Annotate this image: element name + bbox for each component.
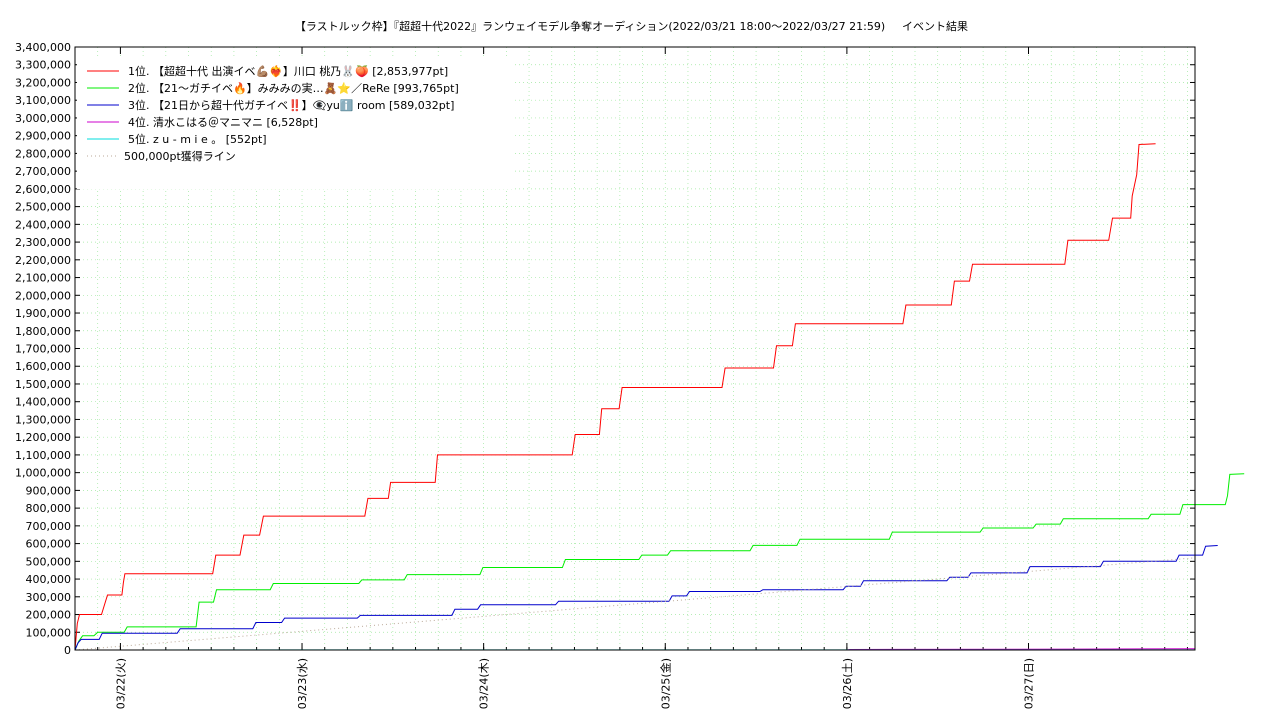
- y-tick-label: 3,100,000: [15, 94, 71, 107]
- y-tick-label: 2,000,000: [15, 289, 71, 302]
- legend-background: [77, 57, 515, 189]
- series-line-3: [74, 545, 1218, 651]
- series-line-6: [74, 557, 1196, 651]
- y-tick-label: 3,400,000: [15, 41, 71, 54]
- y-tick-label: 2,800,000: [15, 147, 71, 160]
- y-tick-label: 1,500,000: [15, 378, 71, 391]
- x-tick-label: 03/27(日): [1023, 658, 1036, 709]
- y-tick-label: 2,300,000: [15, 236, 71, 249]
- y-tick-label: 1,700,000: [15, 343, 71, 356]
- x-tick-label: 03/26(土): [841, 658, 854, 709]
- y-tick-label: 500,000: [26, 555, 72, 568]
- plot-frame: [74, 46, 1196, 651]
- y-tick-label: 2,400,000: [15, 218, 71, 231]
- y-tick-label: 1,000,000: [15, 467, 71, 480]
- series-line-2: [74, 473, 1245, 651]
- y-tick-label: 2,600,000: [15, 183, 71, 196]
- y-tick-label: 1,800,000: [15, 325, 71, 338]
- y-tick-label: 0: [64, 644, 71, 657]
- y-tick-label: 2,900,000: [15, 130, 71, 143]
- y-tick-label: 3,000,000: [15, 112, 71, 125]
- series-lines: [74, 143, 1245, 651]
- y-tick-label: 3,300,000: [15, 59, 71, 72]
- x-tick-label: 03/23(水): [296, 658, 309, 709]
- y-tick-label: 1,300,000: [15, 413, 71, 426]
- y-tick-label: 2,500,000: [15, 201, 71, 214]
- y-tick-label: 2,100,000: [15, 272, 71, 285]
- y-tick-label: 100,000: [26, 626, 72, 639]
- y-tick-label: 3,200,000: [15, 76, 71, 89]
- y-tick-label: 600,000: [26, 538, 72, 551]
- legend-label-3: 3位. 【21日から超十代ガチイベ‼️】👁‍🗨yuℹ️ room [589,03…: [128, 98, 454, 112]
- legend-label-4: 4位. 清水こはる＠マニマニ [6,528pt]: [128, 115, 318, 129]
- legend-label-5: 5位. z u - m i e 。 [552pt]: [128, 132, 267, 146]
- y-tick-label: 1,900,000: [15, 307, 71, 320]
- y-tick-label: 900,000: [26, 484, 72, 497]
- y-tick-label: 800,000: [26, 502, 72, 515]
- y-tick-label: 1,100,000: [15, 449, 71, 462]
- y-tick-label: 1,200,000: [15, 431, 71, 444]
- y-tick-label: 2,200,000: [15, 254, 71, 267]
- x-tick-label: 03/25(金): [658, 658, 672, 709]
- x-tick-label: 03/24(木): [478, 658, 491, 709]
- y-tick-label: 300,000: [26, 591, 72, 604]
- series-line-1: [74, 143, 1156, 651]
- y-tick-label: 200,000: [26, 609, 72, 622]
- y-tick-label: 1,600,000: [15, 360, 71, 373]
- y-tick-label: 700,000: [26, 520, 72, 533]
- y-axis-ticks: 0 100,000 200,000 300,000 400,000 500,000 600,…: [15, 41, 1195, 657]
- legend-label-2: 2位. 【21〜ガチイベ🔥】みみみの実…🧸⭐／ReRe [993,765pt]: [128, 81, 459, 95]
- chart-subtitle: イベント結果: [902, 19, 968, 33]
- legend: 1位. 【超超十代 出演イベ💪🏽❤️‍🔥】川口 桃乃🐰🍑 [2,853,977p…: [77, 57, 515, 189]
- y-tick-label: 2,700,000: [15, 165, 71, 178]
- y-tick-label: 1,400,000: [15, 396, 71, 409]
- chart-title: 【ラストルック枠】『超超十代2022』ランウェイモデル争奪オーディション(202…: [295, 19, 885, 33]
- x-tick-label: 03/22(火): [114, 658, 127, 709]
- y-tick-label: 400,000: [26, 573, 72, 586]
- legend-label-1: 1位. 【超超十代 出演イベ💪🏽❤️‍🔥】川口 桃乃🐰🍑 [2,853,977p…: [128, 64, 448, 78]
- x-axis-ticks: 03/22(火) 03/23(水) 03/24(木) 03/25(金) 03/26(土)…: [97, 47, 1188, 709]
- legend-label-6: 500,000pt獲得ライン: [124, 150, 236, 163]
